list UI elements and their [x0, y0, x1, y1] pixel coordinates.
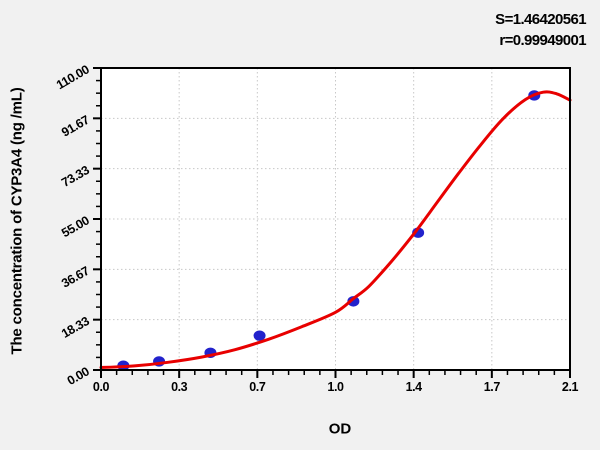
- data-point: [253, 330, 266, 341]
- y-tick-label: 0.00: [65, 364, 92, 388]
- fit-curve: [99, 90, 572, 369]
- y-tick-label: 55.00: [59, 213, 92, 240]
- plot-border: [100, 67, 571, 371]
- x-tick-label: 0.3: [171, 380, 188, 394]
- y-tick-label: 91.67: [59, 113, 92, 140]
- x-tick-label: 2.1: [562, 380, 579, 394]
- y-tick-label: 73.33: [59, 163, 92, 190]
- y-tick-label: 18.33: [59, 314, 92, 341]
- x-axis-title: OD: [328, 420, 352, 438]
- x-tick-label: 1.0: [327, 380, 344, 394]
- fit-statistics: S=1.46420561 r=0.99949001: [495, 9, 586, 51]
- data-point: [347, 296, 360, 307]
- x-tick-label: 0.7: [249, 380, 266, 394]
- x-tick-label: 1.4: [406, 380, 423, 394]
- x-tick-label: 0.0: [93, 380, 110, 394]
- stat-s-value: S=1.46420561: [495, 11, 586, 28]
- stat-r-value: r=0.99949001: [499, 32, 586, 49]
- x-tick-label: 1.7: [484, 380, 501, 394]
- y-tick-label: 36.67: [59, 264, 92, 291]
- y-tick-label: 110.00: [54, 62, 92, 92]
- plot-background: [101, 68, 570, 370]
